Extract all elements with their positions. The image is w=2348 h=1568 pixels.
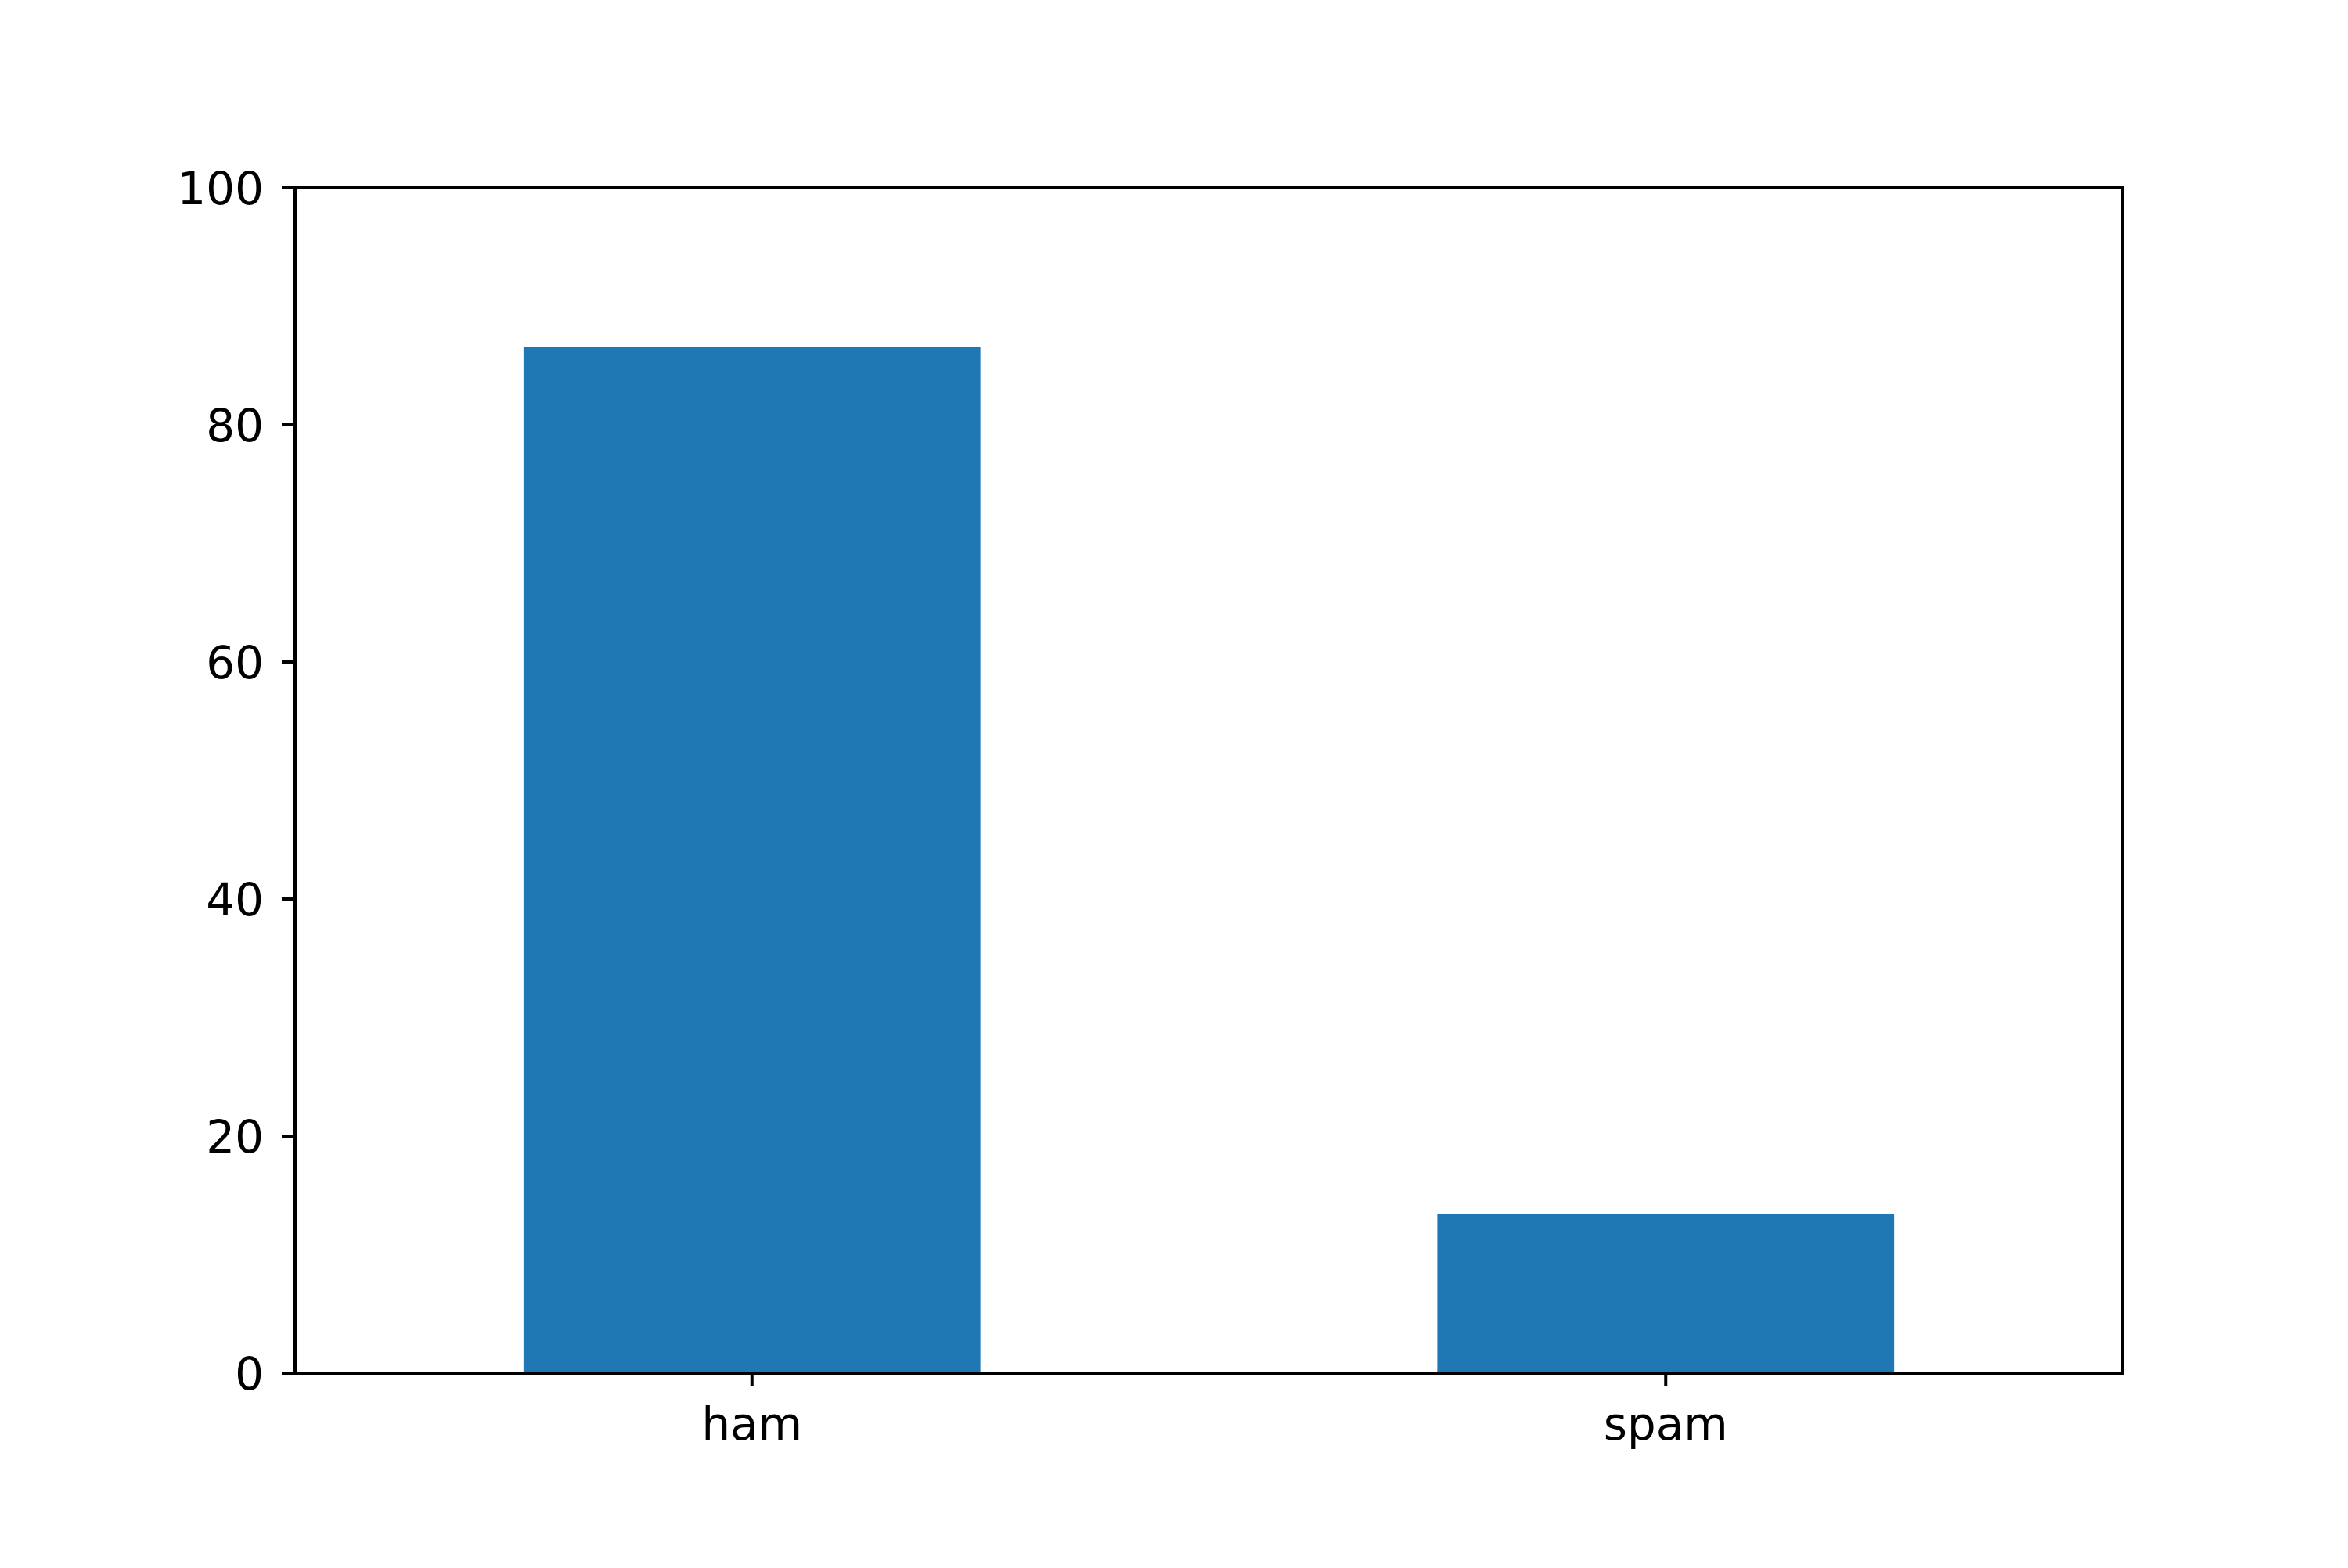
- axes-frame: [294, 186, 2124, 1375]
- bars-layer: [523, 347, 1895, 1373]
- bar-spam: [1437, 1214, 1895, 1373]
- y-tick-label-40: 40: [206, 873, 264, 926]
- y-tick-label-80: 80: [206, 399, 264, 452]
- y-tick-label-60: 60: [206, 636, 264, 689]
- y-tick-label-0: 0: [235, 1347, 264, 1401]
- bar-ham: [523, 347, 981, 1373]
- labels-layer: ham spam 0 20 40 60 80 100: [177, 162, 1728, 1451]
- x-tick-label-spam: spam: [1604, 1397, 1728, 1451]
- y-tick-label-20: 20: [206, 1110, 264, 1163]
- y-tick-label-100: 100: [177, 162, 264, 215]
- axes-layer: [282, 186, 2124, 1386]
- x-tick-label-ham: ham: [701, 1397, 802, 1451]
